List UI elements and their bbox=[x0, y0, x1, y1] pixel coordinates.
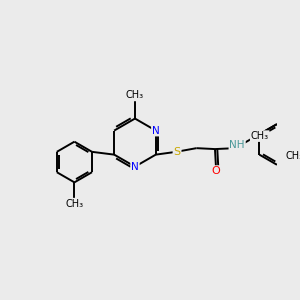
Text: N: N bbox=[131, 162, 139, 172]
Text: S: S bbox=[173, 147, 181, 157]
Text: CH₃: CH₃ bbox=[126, 91, 144, 100]
Text: NH: NH bbox=[230, 140, 245, 150]
Text: CH₃: CH₃ bbox=[65, 199, 83, 208]
Text: O: O bbox=[212, 166, 220, 176]
Text: CH₃: CH₃ bbox=[286, 151, 300, 160]
Text: N: N bbox=[152, 126, 160, 136]
Text: CH₃: CH₃ bbox=[251, 131, 269, 141]
